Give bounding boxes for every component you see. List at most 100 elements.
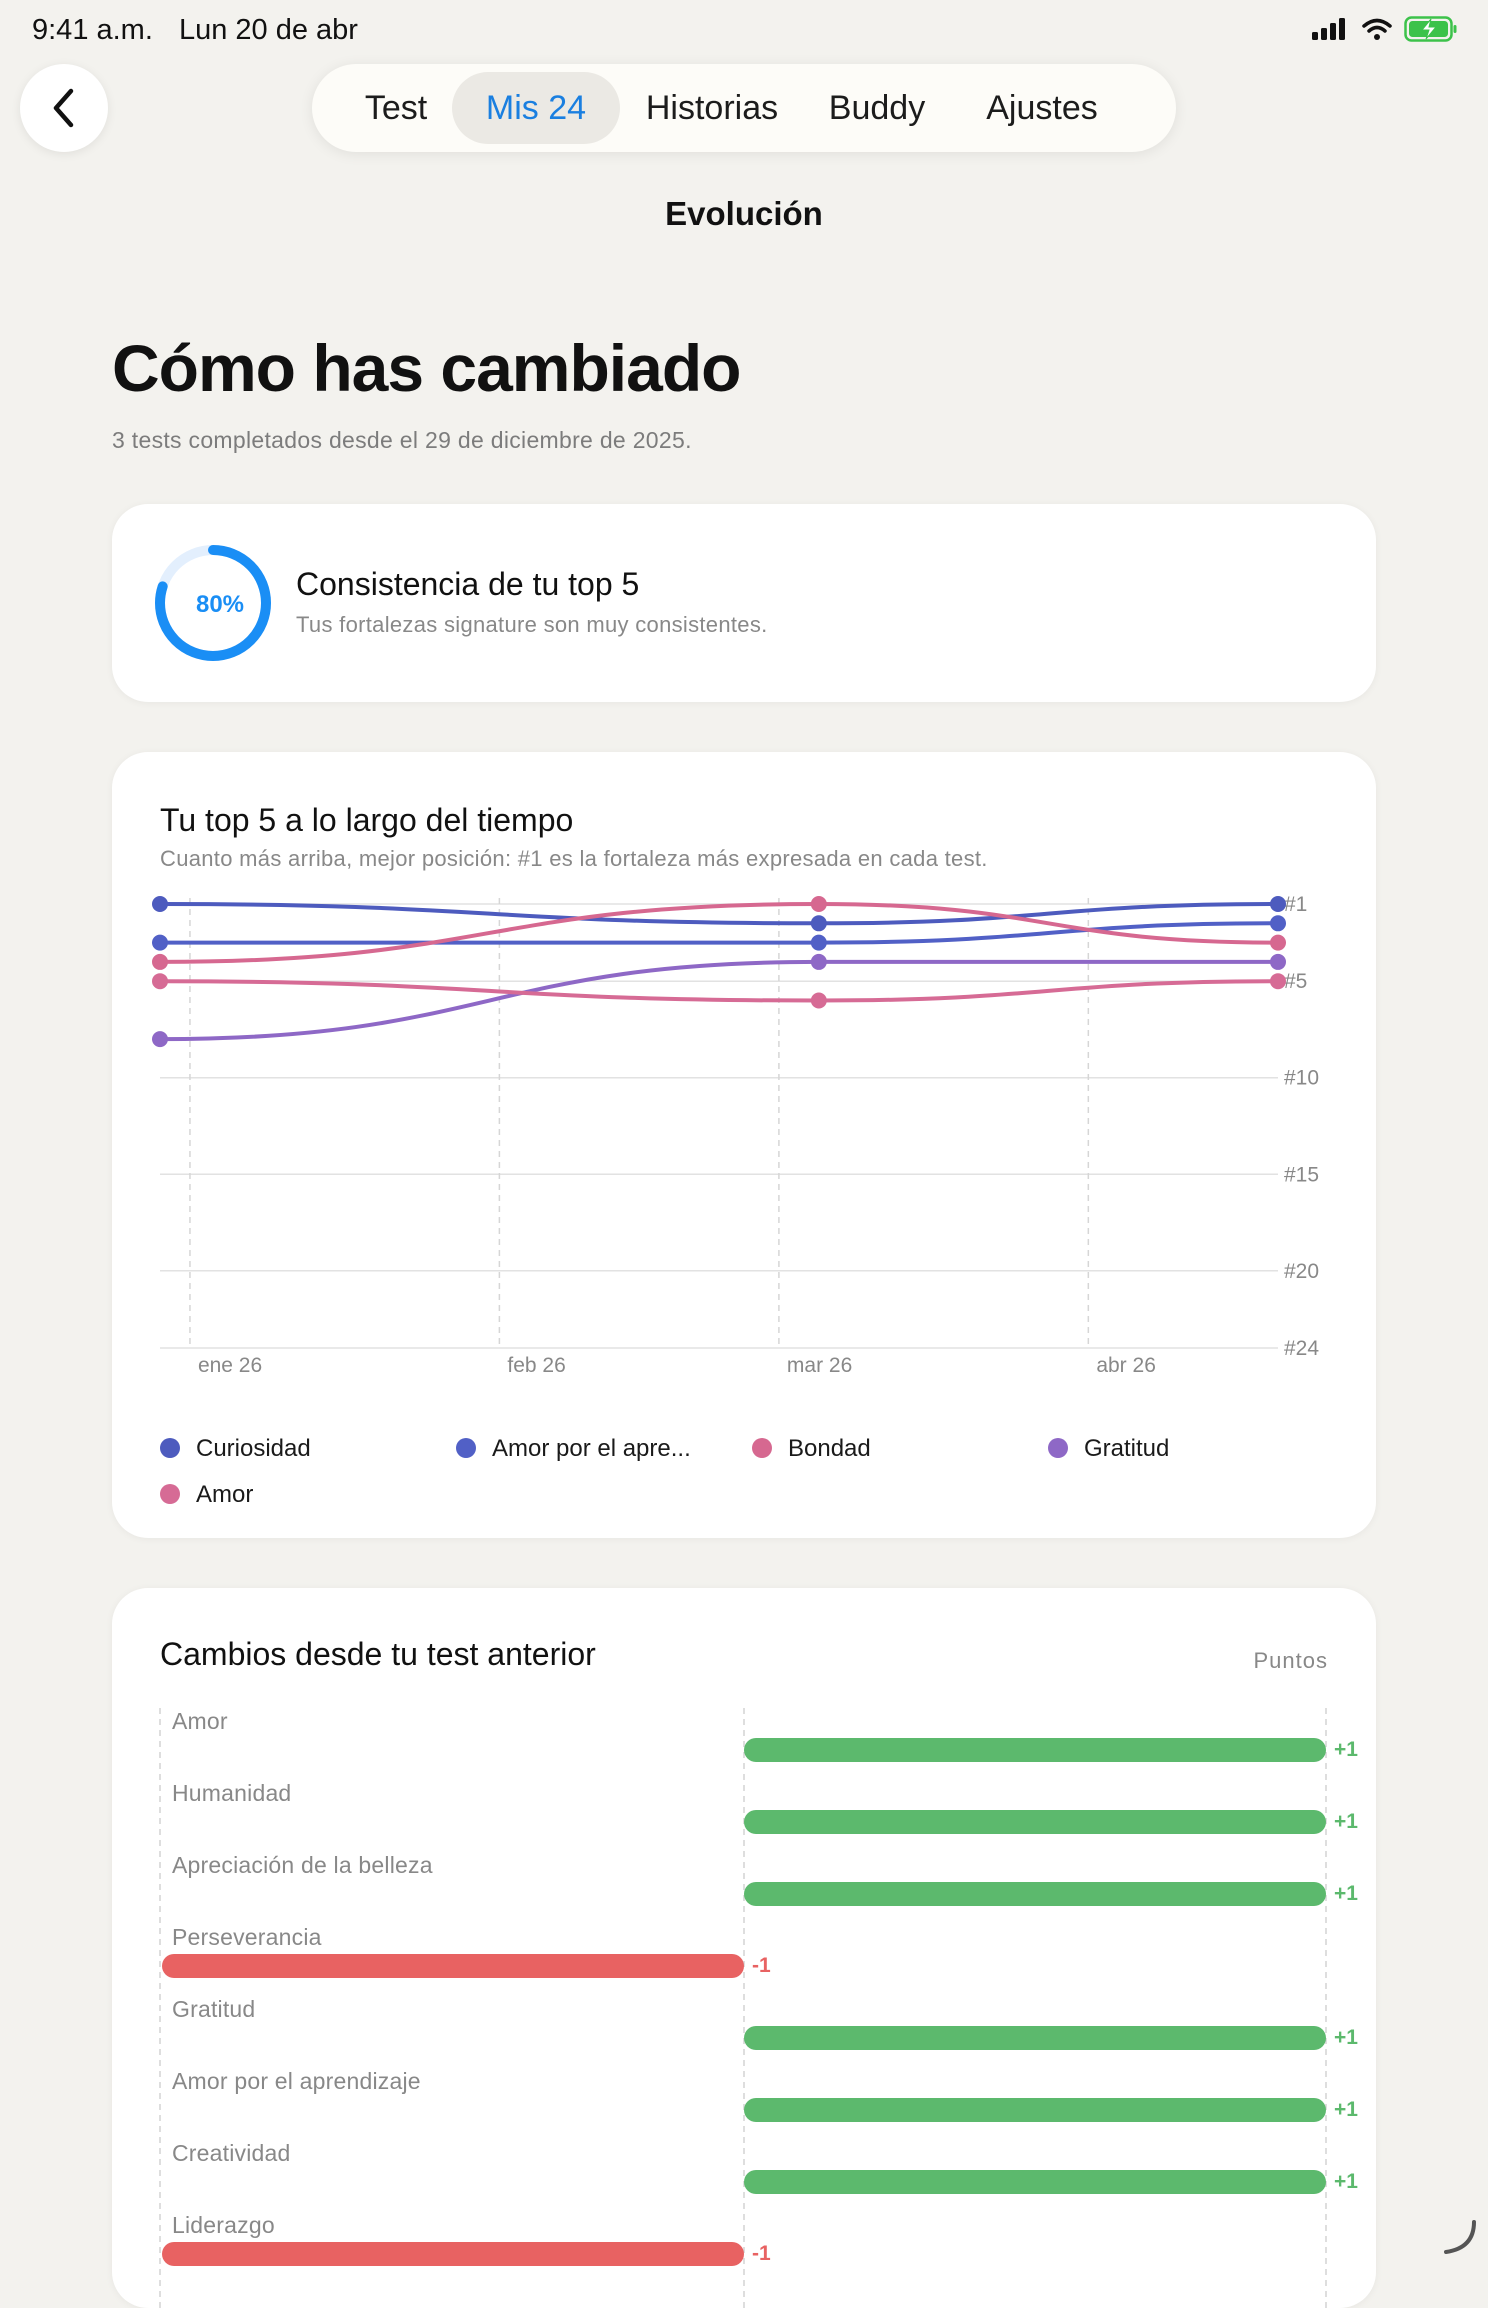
series-line	[158, 901, 1280, 964]
change-bar	[744, 2170, 1326, 2194]
data-point	[152, 1031, 168, 1048]
y-tick-label: #10	[1284, 1067, 1319, 1090]
series-line	[158, 979, 1280, 1003]
change-value: +1	[1334, 1810, 1358, 1833]
changes-unit-label: Puntos	[1253, 1648, 1328, 1673]
changes-card: Cambios desde tu test anterior Puntos Am…	[112, 1588, 1376, 2308]
consistency-percent: 80%	[195, 591, 245, 618]
change-label: Amor	[172, 1708, 228, 1734]
evolution-chart: #1 #5 #10 #15 #20 #24 ene 26 feb 26 mar 26 abr 26	[152, 893, 1319, 1377]
tab-bar: Test Mis 24 Historias Buddy Ajustes	[312, 64, 1176, 152]
x-tick-label: abr 26	[1096, 1354, 1156, 1377]
wifi-icon	[1362, 18, 1392, 40]
chevron-left-icon	[53, 88, 74, 128]
page-subtitle: 3 tests completados desde el 29 de dicie…	[112, 427, 692, 453]
y-tick-label: #1	[1284, 893, 1307, 916]
series-line	[158, 921, 1280, 945]
data-point	[810, 915, 827, 932]
change-row: Liderazgo -1	[160, 2212, 1320, 2284]
change-label: Apreciación de la belleza	[172, 1852, 433, 1878]
tab-test[interactable]: Test	[364, 89, 428, 127]
status-time: 9:41 a.m. Lun 20 de abr	[32, 14, 358, 47]
change-label: Perseverancia	[172, 1924, 322, 1950]
change-value: +1	[1334, 1882, 1358, 1905]
resize-handle-icon	[1444, 2220, 1476, 2254]
change-row: Humanidad +1	[160, 1780, 1358, 1852]
legend-item: Bondad	[752, 1434, 871, 1464]
data-point	[152, 953, 168, 970]
battery-charging-icon	[1404, 16, 1457, 42]
change-value: +1	[1334, 2026, 1358, 2049]
change-row: Apreciación de la belleza +1	[160, 1852, 1358, 1924]
data-point	[1270, 953, 1286, 970]
legend-label: Gratitud	[1084, 1435, 1170, 1462]
change-row: Amor por el aprendizaje +1	[160, 2068, 1358, 2140]
consistency-card: 80% Consistencia de tu top 5 Tus fortale…	[112, 504, 1376, 702]
data-point	[152, 896, 168, 912]
evolution-title: Tu top 5 a lo largo del tiempo	[160, 802, 574, 838]
change-label: Gratitud	[172, 1996, 256, 2022]
change-value: -1	[752, 2242, 771, 2265]
change-value: +1	[1334, 1738, 1358, 1761]
change-bar	[162, 1954, 744, 1978]
change-value: +1	[1334, 2098, 1358, 2121]
evolution-subtitle: Cuanto más arriba, mejor posición: #1 es…	[160, 846, 988, 871]
evolution-card: Tu top 5 a lo largo del tiempo Cuanto má…	[112, 752, 1376, 1538]
change-label: Liderazgo	[172, 2212, 275, 2238]
change-row: Gratitud +1	[160, 1996, 1358, 2068]
change-row: Perseverancia -1	[160, 1924, 1320, 1996]
legend-dot-icon	[160, 1484, 180, 1504]
y-tick-label: #24	[1284, 1337, 1319, 1360]
status-indicators	[1312, 16, 1458, 42]
legend-item: Curiosidad	[160, 1434, 311, 1464]
change-label: Humanidad	[172, 1780, 292, 1806]
status-bar: 9:41 a.m. Lun 20 de abr	[0, 0, 1488, 64]
change-bar	[744, 2026, 1326, 2050]
x-tick-label: ene 26	[198, 1354, 262, 1377]
legend-item: Gratitud	[1048, 1434, 1169, 1464]
change-bar	[744, 2098, 1326, 2122]
change-bar	[744, 1738, 1326, 1762]
change-row: Amor +1	[160, 1708, 1358, 1780]
change-row: Creatividad +1	[160, 2140, 1358, 2212]
data-point	[1270, 934, 1286, 951]
legend-label: Amor	[196, 1481, 254, 1508]
legend-dot-icon	[456, 1438, 476, 1458]
changes-grid	[159, 1708, 1327, 2308]
change-value: -1	[752, 1954, 771, 1977]
data-point	[810, 896, 827, 912]
change-bar	[162, 2242, 744, 2266]
data-point	[810, 953, 827, 970]
legend-item: Amor	[160, 1480, 253, 1510]
legend-label: Curiosidad	[196, 1435, 311, 1462]
data-point	[1270, 973, 1286, 990]
status-date: Lun 20 de abr	[178, 14, 358, 46]
series-line	[158, 902, 1280, 926]
consistency-subtitle: Tus fortalezas signature son muy consist…	[296, 612, 768, 637]
y-tick-label: #5	[1284, 970, 1307, 993]
changes-title: Cambios desde tu test anterior	[160, 1636, 596, 1672]
legend-label: Amor por el apre...	[492, 1435, 691, 1462]
page-title: Cómo has cambiado	[112, 331, 741, 405]
tab-ajustes[interactable]: Ajustes	[986, 89, 1098, 127]
data-point	[1270, 896, 1286, 912]
tab-buddy[interactable]: Buddy	[828, 89, 926, 127]
series-line	[158, 959, 1280, 1042]
back-button[interactable]	[20, 64, 108, 152]
data-point	[810, 992, 827, 1009]
consistency-ring-progress	[155, 545, 271, 661]
data-point	[810, 934, 827, 951]
tab-mis-24[interactable]: Mis 24	[452, 72, 620, 144]
legend-item: Amor por el apre...	[456, 1434, 691, 1464]
signal-icon	[1312, 18, 1345, 40]
consistency-ring	[155, 545, 271, 661]
change-bar	[744, 1882, 1326, 1906]
tab-historias[interactable]: Historias	[645, 89, 779, 127]
change-value: +1	[1334, 2170, 1358, 2193]
change-label: Creatividad	[172, 2140, 291, 2166]
change-bar	[744, 1810, 1326, 1834]
nav-title: Evolución	[665, 195, 823, 232]
data-point	[152, 934, 168, 951]
status-clock: 9:41 a.m.	[32, 14, 153, 46]
x-tick-label: mar 26	[787, 1354, 852, 1377]
